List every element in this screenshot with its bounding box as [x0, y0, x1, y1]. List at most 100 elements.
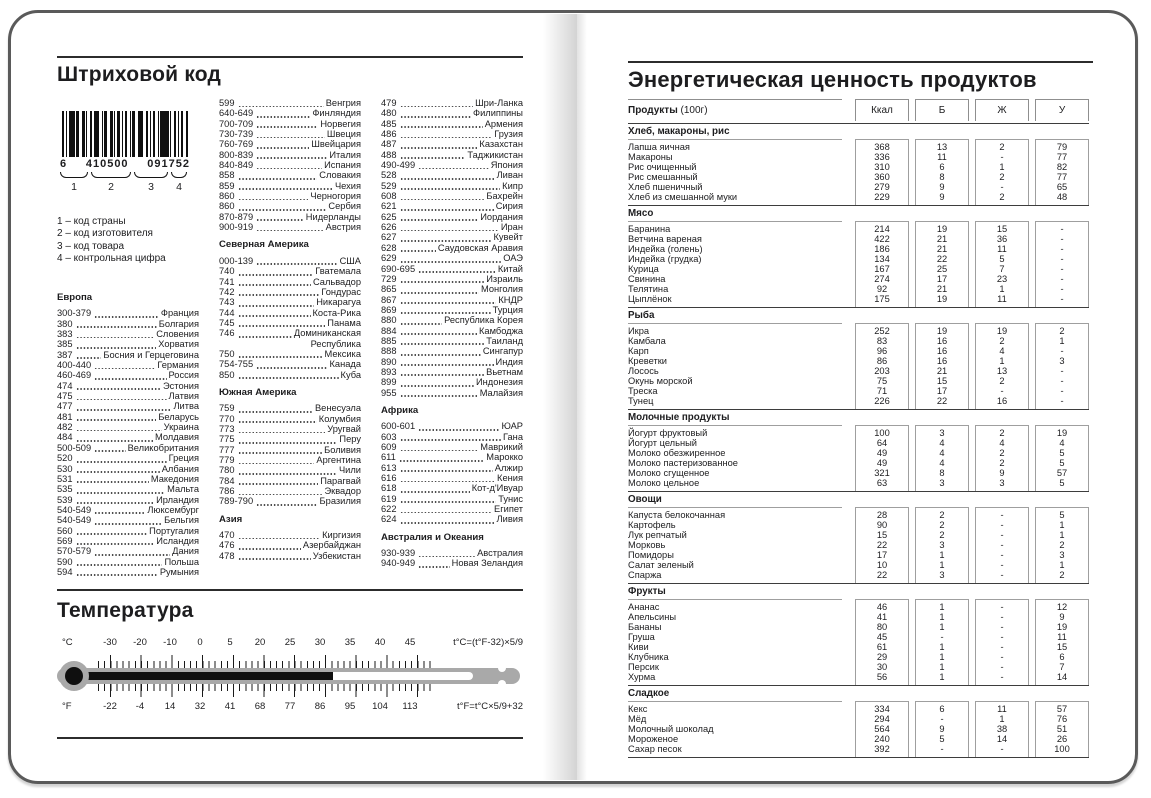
value-cell: 1: [939, 662, 945, 672]
value-cell: 167: [874, 264, 890, 274]
value-cell: 5: [999, 254, 1005, 264]
country-row: 930-939 Австралия: [381, 548, 523, 558]
value-cell: 56: [876, 672, 888, 682]
dotted-leader: [237, 462, 315, 465]
value-cell: 2: [999, 142, 1005, 152]
value-cell: 21: [936, 234, 948, 244]
country-row: 840-849 Испания: [219, 160, 361, 170]
product-name: Молоко обезжиренное: [628, 448, 726, 458]
product-name: Груша: [628, 632, 655, 642]
value-cell: 11: [997, 294, 1007, 304]
value-cell: 15: [936, 376, 948, 386]
value-cell: 28: [876, 510, 888, 520]
country-row: 599 Венгрия: [219, 98, 361, 108]
value-cell: 368: [874, 142, 890, 152]
country-name: Беларусь: [158, 411, 199, 422]
country-code: 475: [57, 391, 73, 402]
value-cell: 1: [939, 642, 945, 652]
value-cell: 41: [876, 612, 888, 622]
country-name: Республика Корея: [444, 315, 523, 326]
value-cell: 2: [1059, 540, 1065, 550]
country-code: 700-709: [219, 118, 254, 129]
dotted-leader: [399, 333, 478, 335]
country-code: 759: [219, 403, 235, 414]
country-row: 744 Коста-Рика: [219, 308, 361, 318]
country-name: Кувейт: [493, 232, 523, 243]
country-code: 850: [219, 369, 235, 380]
country-code: 479: [381, 98, 397, 108]
fahrenheit-tick: -4: [135, 701, 145, 712]
product-name: Ветчина вареная: [628, 234, 702, 244]
legend-line: 3 – код товара: [57, 240, 125, 252]
country-name: Маврикий: [480, 442, 523, 452]
value-column: 19 21 21 22 25 17 21 19: [915, 221, 969, 307]
country-name: Австрия: [325, 222, 361, 233]
country-name: ЮАР: [501, 421, 524, 432]
country-name: Россия: [168, 370, 200, 381]
product-name: Камбала: [628, 336, 666, 346]
dotted-leader: [237, 188, 333, 191]
product-name: Молочный шоколад: [628, 724, 714, 734]
country-row: 500-509 Великобритания: [57, 443, 199, 453]
product-name-column: Баранина Ветчина вареная Индейка (голень) И…: [628, 221, 842, 307]
value-column: 13 11 6 8 9 9: [915, 139, 969, 205]
country-code: 955: [381, 387, 397, 398]
country-row: 955 Малайзия: [381, 388, 523, 398]
value-cell: -: [1060, 376, 1064, 386]
product-name: Индейка (голень): [628, 244, 703, 254]
dotted-leader: [237, 421, 317, 423]
country-row: 784 Парагвай: [219, 476, 361, 486]
table-section-title: Хлеб, макароны, рис: [628, 125, 730, 137]
country-row: 624 Ливия: [381, 514, 523, 524]
country-row: 867 КНДР: [381, 295, 523, 305]
dotted-leader: [75, 574, 158, 577]
value-cell: 21: [936, 244, 948, 254]
value-cell: 16: [936, 336, 948, 346]
product-name: Помидоры: [628, 550, 674, 560]
country-row: 890 Индия: [381, 357, 523, 367]
value-column: 12 9 19 11 15 6 7 14: [1035, 599, 1089, 685]
dotted-leader: [75, 460, 167, 463]
products-header-unit: (100г): [680, 105, 708, 116]
celsius-tick-labels: -30 -20 -10 0 5 20 25 30 35 40 45: [95, 637, 425, 648]
dotted-leader: [237, 208, 327, 211]
value-cell: 9: [999, 468, 1005, 478]
region-header: Африка: [381, 404, 419, 416]
value-cell: 1: [939, 672, 945, 682]
dotted-leader: [399, 146, 478, 149]
country-row: 470 Киргизия: [219, 530, 361, 540]
country-name: Узбекистан: [312, 550, 361, 561]
country-name: Панама: [327, 317, 361, 328]
country-code: 481: [57, 411, 73, 422]
dotted-leader: [237, 304, 315, 307]
country-name: Швеция: [326, 129, 361, 140]
country-code: 626: [381, 222, 397, 233]
country-name: Мексика: [324, 348, 361, 359]
product-name: Лапша яичная: [628, 142, 690, 152]
value-column: 368 336 310 360 279 229: [855, 139, 909, 205]
dotted-leader: [237, 105, 324, 108]
country-name: Словакия: [319, 170, 361, 181]
value-cell: 1: [1059, 530, 1065, 540]
value-cell: 7: [1059, 662, 1065, 672]
underbrace: [91, 172, 131, 178]
country-row: 535 Мальта: [57, 484, 199, 494]
value-cell: 96: [876, 346, 888, 356]
value-cell: 214: [874, 224, 890, 234]
country-code: 477: [57, 401, 73, 412]
country-name: Кот-д'Ивуар: [471, 483, 523, 494]
country-name: Новая Зеландия: [451, 558, 523, 569]
value-cell: 3: [939, 540, 945, 550]
country-row: 619 Тунис: [381, 494, 523, 504]
country-name: Бахрейн: [486, 191, 523, 202]
country-name: Мальта: [167, 484, 199, 495]
product-name: Молоко пастеризованное: [628, 458, 738, 468]
value-cell: 6: [1059, 652, 1065, 662]
country-name: Швейцария: [311, 139, 361, 150]
value-column: 46 41 80 45 61 29 30 56: [855, 599, 909, 685]
country-name: Иран: [500, 222, 523, 233]
country-name: Кипр: [502, 180, 523, 191]
value-cell: 22: [876, 570, 888, 580]
